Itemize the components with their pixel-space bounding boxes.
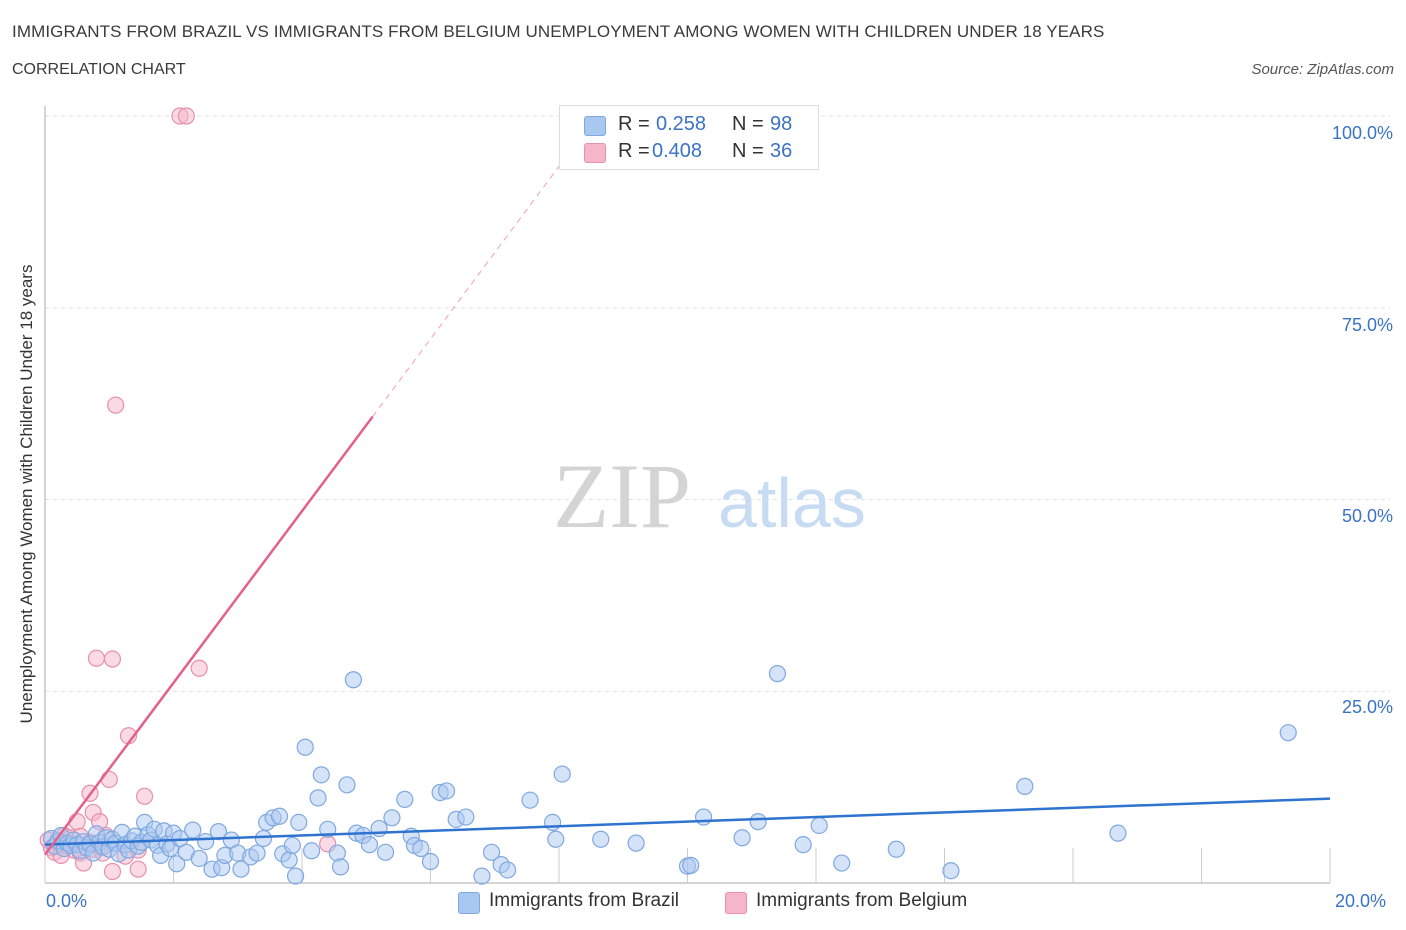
brazil-point bbox=[283, 836, 301, 855]
brazil-point bbox=[286, 867, 305, 885]
belgium-point bbox=[87, 649, 106, 667]
brazil-point bbox=[768, 665, 787, 683]
brazil-point bbox=[473, 867, 491, 885]
belgium-point bbox=[103, 862, 122, 881]
brazil-swatch bbox=[584, 116, 606, 136]
r-value: 0.408 bbox=[652, 140, 703, 162]
belgium-point bbox=[190, 659, 208, 677]
brazil-point bbox=[296, 738, 314, 756]
watermark: ZIP atlas bbox=[553, 445, 866, 547]
brazil-point bbox=[344, 671, 362, 689]
series-brazil-points bbox=[42, 665, 1297, 885]
n-value: 98 bbox=[770, 113, 793, 135]
brazil-point bbox=[270, 807, 289, 825]
y-tick-label: 100.0% bbox=[1331, 123, 1393, 143]
legend-label: Immigrants from Brazil bbox=[489, 890, 680, 911]
brazil-point bbox=[1016, 777, 1034, 795]
legend-label: Immigrants from Belgium bbox=[756, 890, 968, 911]
chart-title: IMMIGRANTS FROM BRAZIL VS IMMIGRANTS FRO… bbox=[12, 22, 1105, 41]
brazil-point bbox=[547, 830, 565, 848]
brazil-point bbox=[627, 834, 645, 852]
series-belgium-points bbox=[39, 107, 337, 881]
brazil-point bbox=[794, 836, 812, 854]
brazil-point bbox=[833, 854, 851, 872]
source-credit: Source: ZipAtlas.com bbox=[1251, 61, 1394, 78]
brazil-point bbox=[1279, 724, 1297, 742]
y-tick-label: 75.0% bbox=[1341, 315, 1393, 335]
brazil-point bbox=[421, 852, 440, 871]
brazil-point bbox=[437, 782, 456, 800]
brazil-point bbox=[412, 839, 430, 858]
brazil-point bbox=[331, 858, 350, 876]
belgium-point bbox=[68, 813, 86, 831]
brazil-point bbox=[499, 861, 517, 879]
n-value: 36 bbox=[770, 140, 793, 162]
brazil-point bbox=[376, 843, 395, 861]
brazil-point bbox=[694, 808, 713, 826]
brazil-point bbox=[248, 844, 266, 862]
y-axis-label: Unemployment Among Women with Children U… bbox=[17, 264, 36, 724]
r-value: 0.258 bbox=[656, 113, 707, 135]
brazil-point bbox=[810, 816, 828, 835]
brazil-point bbox=[360, 836, 379, 854]
x-tick-label: 0.0% bbox=[46, 891, 88, 911]
belgium-point bbox=[129, 860, 147, 878]
brazil-point bbox=[887, 840, 905, 858]
y-tick-label: 50.0% bbox=[1341, 506, 1393, 526]
watermark-atlas: atlas bbox=[718, 464, 866, 542]
brazil-point bbox=[312, 766, 330, 784]
belgium-trend-line bbox=[43, 415, 374, 856]
brazil-swatch bbox=[458, 892, 480, 914]
r-label: R = bbox=[618, 113, 650, 135]
brazil-point bbox=[482, 843, 501, 861]
belgium-point bbox=[135, 787, 154, 805]
r-label: R = bbox=[618, 140, 650, 162]
brazil-point bbox=[383, 809, 401, 827]
brazil-point bbox=[457, 808, 475, 826]
x-tick-label: 20.0% bbox=[1335, 891, 1387, 911]
n-label: N = bbox=[732, 140, 764, 162]
brazil-point bbox=[733, 829, 751, 847]
brazil-point bbox=[521, 791, 539, 809]
belgium-point bbox=[177, 107, 195, 125]
brazil-point bbox=[303, 842, 321, 860]
stats-legend: R = 0.258 N = 98 R = 0.408 N = 36 bbox=[559, 105, 819, 170]
brazil-point bbox=[942, 862, 960, 880]
belgium-swatch bbox=[725, 892, 747, 914]
brazil-point bbox=[309, 789, 327, 807]
brazil-point bbox=[184, 821, 202, 839]
y-tick-label: 25.0% bbox=[1341, 697, 1393, 717]
brazil-point bbox=[338, 776, 356, 794]
n-label: N = bbox=[732, 113, 764, 135]
belgium-trend-extension bbox=[372, 161, 563, 417]
grid-lines bbox=[45, 115, 1390, 692]
brazil-point bbox=[1109, 824, 1127, 842]
trend-lines bbox=[43, 161, 1331, 856]
brazil-point bbox=[396, 790, 414, 808]
belgium-point bbox=[107, 396, 125, 414]
brazil-point bbox=[190, 849, 208, 868]
brazil-point bbox=[168, 855, 186, 873]
brazil-point bbox=[290, 813, 308, 832]
brazil-trend-line bbox=[44, 797, 1331, 846]
brazil-point bbox=[370, 819, 388, 838]
watermark-zip: ZIP bbox=[553, 445, 691, 547]
brazil-point bbox=[280, 851, 298, 869]
brazil-point bbox=[553, 765, 571, 783]
belgium-point bbox=[100, 770, 118, 789]
brazil-point bbox=[682, 856, 700, 874]
brazil-point bbox=[232, 860, 250, 878]
chart-subtitle: CORRELATION CHART bbox=[12, 61, 186, 78]
belgium-swatch bbox=[584, 143, 606, 163]
brazil-point bbox=[254, 829, 273, 848]
brazil-point bbox=[543, 813, 562, 832]
brazil-point bbox=[592, 830, 610, 848]
belgium-point bbox=[103, 650, 122, 668]
brazil-point bbox=[749, 813, 767, 831]
